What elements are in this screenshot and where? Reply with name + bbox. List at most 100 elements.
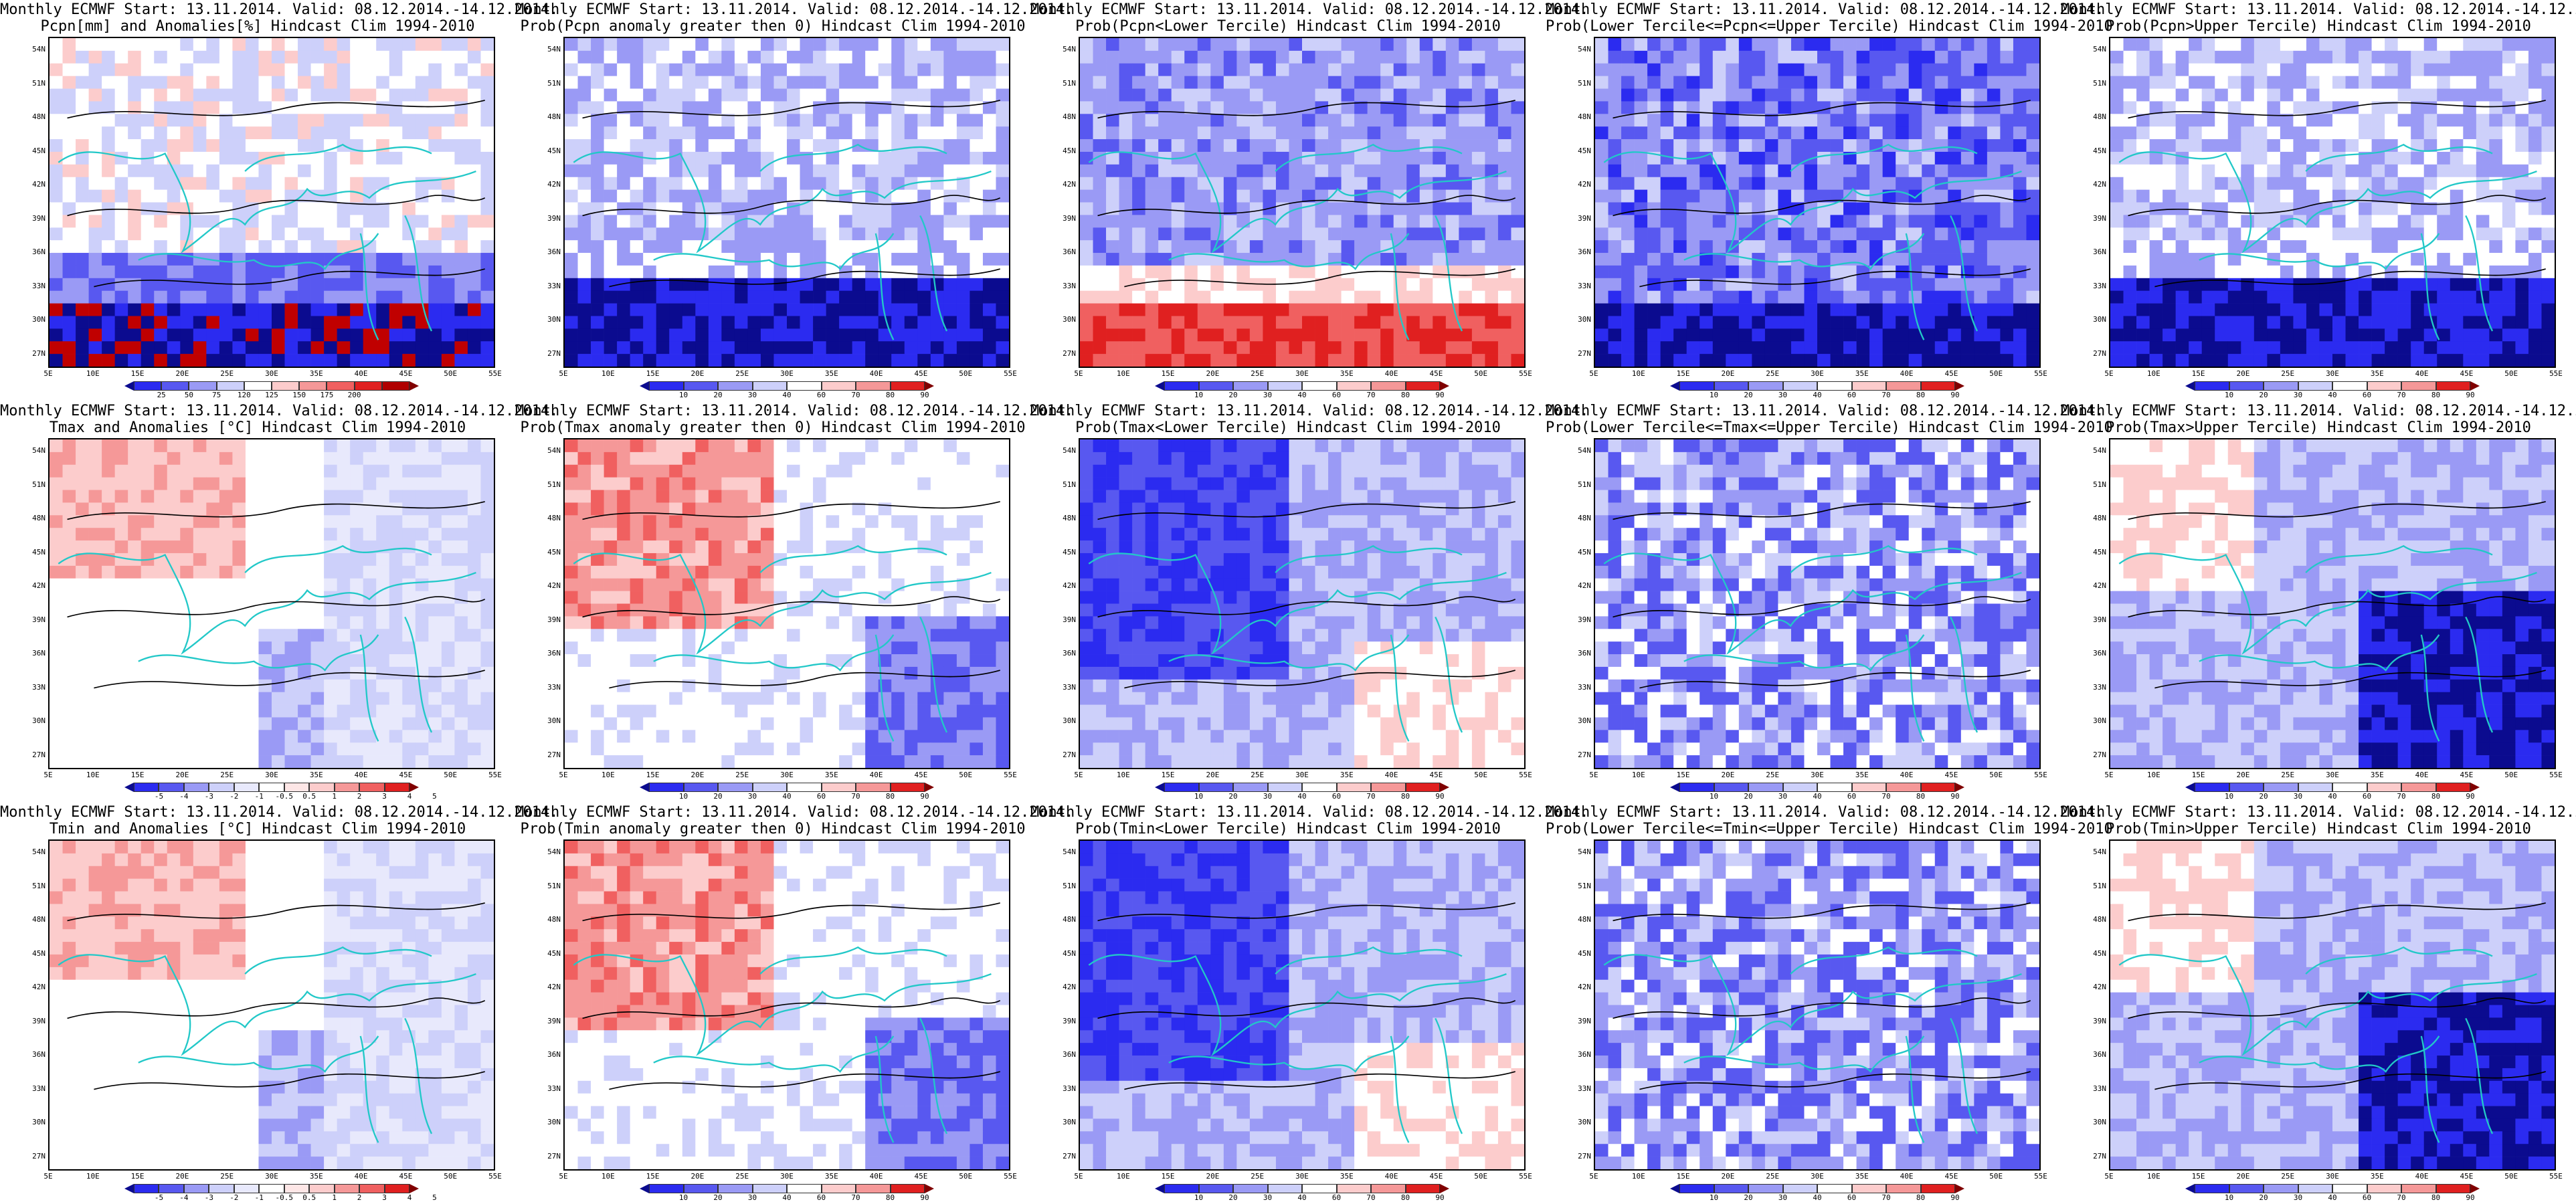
shaded-cell bbox=[428, 515, 442, 528]
shaded-cell bbox=[1712, 38, 1726, 52]
shaded-cell bbox=[1790, 265, 1805, 279]
shaded-cell bbox=[1263, 50, 1277, 64]
shaded-cell bbox=[272, 477, 285, 490]
shaded-cell bbox=[2528, 341, 2542, 355]
shaded-cell bbox=[1223, 164, 1237, 178]
shaded-cell bbox=[1987, 177, 2001, 190]
shaded-cell bbox=[1804, 215, 1818, 228]
shaded-cell bbox=[1406, 202, 1420, 215]
shaded-cell bbox=[1145, 76, 1159, 89]
shaded-cell bbox=[1406, 227, 1420, 241]
shaded-cell bbox=[1726, 303, 1740, 316]
shaded-cell bbox=[1621, 126, 1635, 140]
shaded-cell bbox=[1764, 50, 1778, 64]
shaded-cell bbox=[2515, 38, 2529, 52]
shaded-cell bbox=[2026, 265, 2039, 279]
shaded-cell bbox=[141, 38, 155, 52]
shaded-cell bbox=[800, 316, 814, 329]
latitude-tick-label: 42N bbox=[2093, 180, 2106, 189]
shaded-cell bbox=[102, 502, 115, 516]
shaded-cell bbox=[102, 253, 115, 266]
shaded-cell bbox=[826, 189, 840, 203]
shaded-cell bbox=[454, 290, 468, 304]
shaded-cell bbox=[76, 126, 89, 140]
shaded-cell bbox=[1236, 253, 1251, 266]
shaded-cell bbox=[363, 452, 377, 466]
latitude-tick-label: 36N bbox=[32, 247, 45, 257]
shaded-cell bbox=[1406, 341, 1420, 355]
shaded-cell bbox=[1804, 114, 1818, 127]
shaded-cell bbox=[167, 38, 181, 52]
shaded-cell bbox=[1804, 265, 1818, 279]
shaded-cell bbox=[669, 303, 683, 316]
shaded-cell bbox=[298, 502, 311, 516]
shaded-cell bbox=[865, 227, 879, 241]
shaded-cell bbox=[2541, 202, 2555, 215]
shaded-cell bbox=[1896, 202, 1910, 215]
shaded-cell bbox=[363, 189, 377, 203]
shaded-cell bbox=[721, 177, 735, 190]
shaded-cell bbox=[128, 303, 142, 316]
shaded-cell bbox=[1647, 88, 1661, 102]
colorbar-tick-labels: 10 20 30 40 60 70 80 90 bbox=[1155, 391, 1449, 400]
shaded-cell bbox=[454, 151, 468, 165]
shaded-cell bbox=[1974, 164, 1988, 178]
shaded-cell bbox=[1738, 101, 1752, 114]
shaded-cell bbox=[2345, 278, 2359, 292]
shaded-cell bbox=[1752, 215, 1766, 228]
shaded-cell bbox=[415, 464, 429, 478]
coastline bbox=[2118, 151, 2537, 254]
shaded-cell bbox=[917, 303, 931, 316]
shaded-cell bbox=[2110, 139, 2124, 153]
shaded-cell bbox=[376, 290, 390, 304]
shaded-cell bbox=[1119, 354, 1133, 367]
shaded-cell bbox=[1485, 126, 1499, 140]
shaded-cell bbox=[917, 240, 931, 254]
shaded-cell bbox=[617, 265, 630, 279]
shaded-cell bbox=[467, 278, 481, 292]
shaded-cell bbox=[813, 215, 826, 228]
shaded-cell bbox=[1210, 101, 1224, 114]
shaded-cell bbox=[996, 189, 1009, 203]
shaded-cell bbox=[88, 341, 102, 355]
shaded-cell bbox=[350, 528, 364, 541]
shaded-cell bbox=[310, 341, 325, 355]
shaded-cell bbox=[1804, 63, 1818, 76]
shaded-cell bbox=[272, 38, 285, 52]
shaded-cell bbox=[1341, 341, 1355, 355]
shaded-cell bbox=[1987, 88, 2001, 102]
shaded-cell bbox=[2528, 126, 2542, 140]
shaded-cell bbox=[272, 215, 285, 228]
shaded-cell bbox=[2201, 215, 2215, 228]
shaded-cell bbox=[2411, 341, 2425, 355]
shaded-cell bbox=[826, 151, 840, 165]
shaded-cell bbox=[773, 76, 788, 89]
shaded-cell bbox=[2489, 164, 2503, 178]
shaded-cell bbox=[1699, 265, 1714, 279]
shaded-cell bbox=[1393, 215, 1407, 228]
shaded-cell bbox=[565, 189, 578, 203]
shaded-cell bbox=[1882, 76, 1896, 89]
shaded-cell bbox=[917, 253, 931, 266]
shaded-cell bbox=[2149, 290, 2163, 304]
shaded-cell bbox=[787, 50, 800, 64]
shaded-cell bbox=[943, 50, 957, 64]
shaded-cell bbox=[2000, 38, 2014, 52]
shaded-cell bbox=[350, 341, 364, 355]
shaded-cell bbox=[428, 439, 442, 453]
shaded-cell bbox=[232, 88, 246, 102]
shaded-cell bbox=[1882, 227, 1896, 241]
shaded-cell bbox=[1790, 50, 1805, 64]
shaded-cell bbox=[245, 189, 259, 203]
shaded-cell bbox=[1119, 126, 1133, 140]
shaded-cell bbox=[284, 63, 298, 76]
shaded-cell bbox=[206, 303, 220, 316]
shaded-cell bbox=[2189, 50, 2203, 64]
shaded-cell bbox=[2201, 88, 2215, 102]
shaded-cell bbox=[2319, 76, 2333, 89]
shaded-cell bbox=[1752, 227, 1766, 241]
shaded-cell bbox=[682, 202, 696, 215]
shaded-cell bbox=[1843, 341, 1857, 355]
shaded-cell bbox=[1817, 88, 1831, 102]
shaded-cell bbox=[154, 202, 168, 215]
